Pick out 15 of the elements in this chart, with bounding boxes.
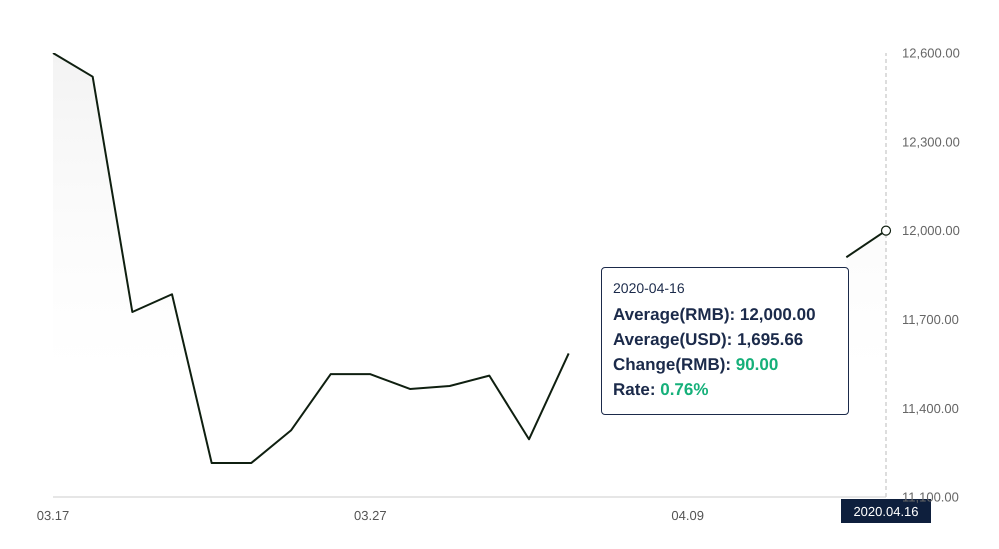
y-tick-label: 12,000.00	[902, 223, 960, 238]
y-tick-label: 12,600.00	[902, 46, 960, 61]
x-tick-label: 04.09	[671, 508, 704, 523]
annotation: Change(RMB): 90.00	[613, 354, 780, 376]
annotation: Average(USD): 1,695.66	[613, 329, 804, 351]
y-tick-label: 11,100.00	[902, 490, 959, 505]
y-tick-label: 11,700.00	[902, 312, 959, 328]
x-tick-label: 2020.04.16	[853, 504, 919, 519]
annotation: Average(RMB): 12,000.00	[613, 304, 817, 326]
y-tick-label: 11,400.00	[902, 400, 959, 416]
x-tick-label: 03.17	[36, 508, 70, 523]
annotation: Rate: 0.76%	[613, 379, 710, 401]
x-tick-label: 03.27	[354, 508, 387, 523]
y-tick-label: 12,300.00	[902, 134, 960, 150]
annotation: 2020-04-16	[613, 280, 686, 296]
